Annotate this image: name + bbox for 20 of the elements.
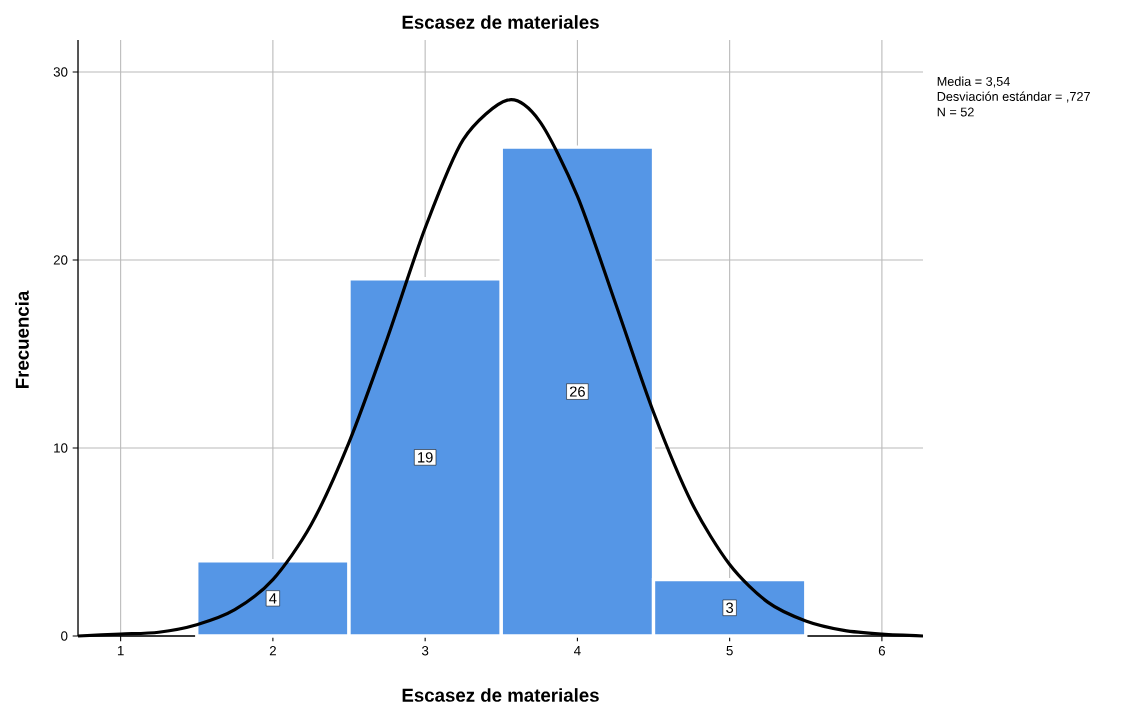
data-label: 4 bbox=[269, 593, 277, 604]
x-axis-title: Escasez de materiales bbox=[402, 688, 599, 702]
x-tick-label: 4 bbox=[574, 646, 581, 656]
data-label: 19 bbox=[418, 452, 433, 463]
text: Desviación estándar = ,727 bbox=[937, 91, 1090, 103]
y-tick-label: 30 bbox=[53, 67, 68, 77]
chart-title: Escasez de materiales bbox=[402, 15, 599, 29]
y-axis-title: Frecuencia bbox=[15, 290, 29, 389]
text: Media = 3,54 bbox=[937, 76, 1010, 88]
data-label: 3 bbox=[726, 602, 734, 613]
y-tick-label: 0 bbox=[61, 631, 68, 641]
x-tick-label: 2 bbox=[269, 646, 276, 656]
data-label: 26 bbox=[569, 386, 585, 397]
x-tick-label: 1 bbox=[117, 646, 124, 656]
x-tick-label: 6 bbox=[878, 646, 886, 656]
x-tick-label: 5 bbox=[726, 646, 733, 656]
text: N = 52 bbox=[937, 107, 974, 117]
y-tick-label: 20 bbox=[53, 255, 68, 265]
y-tick-label: 10 bbox=[54, 443, 68, 453]
x-tick-label: 3 bbox=[421, 646, 429, 656]
